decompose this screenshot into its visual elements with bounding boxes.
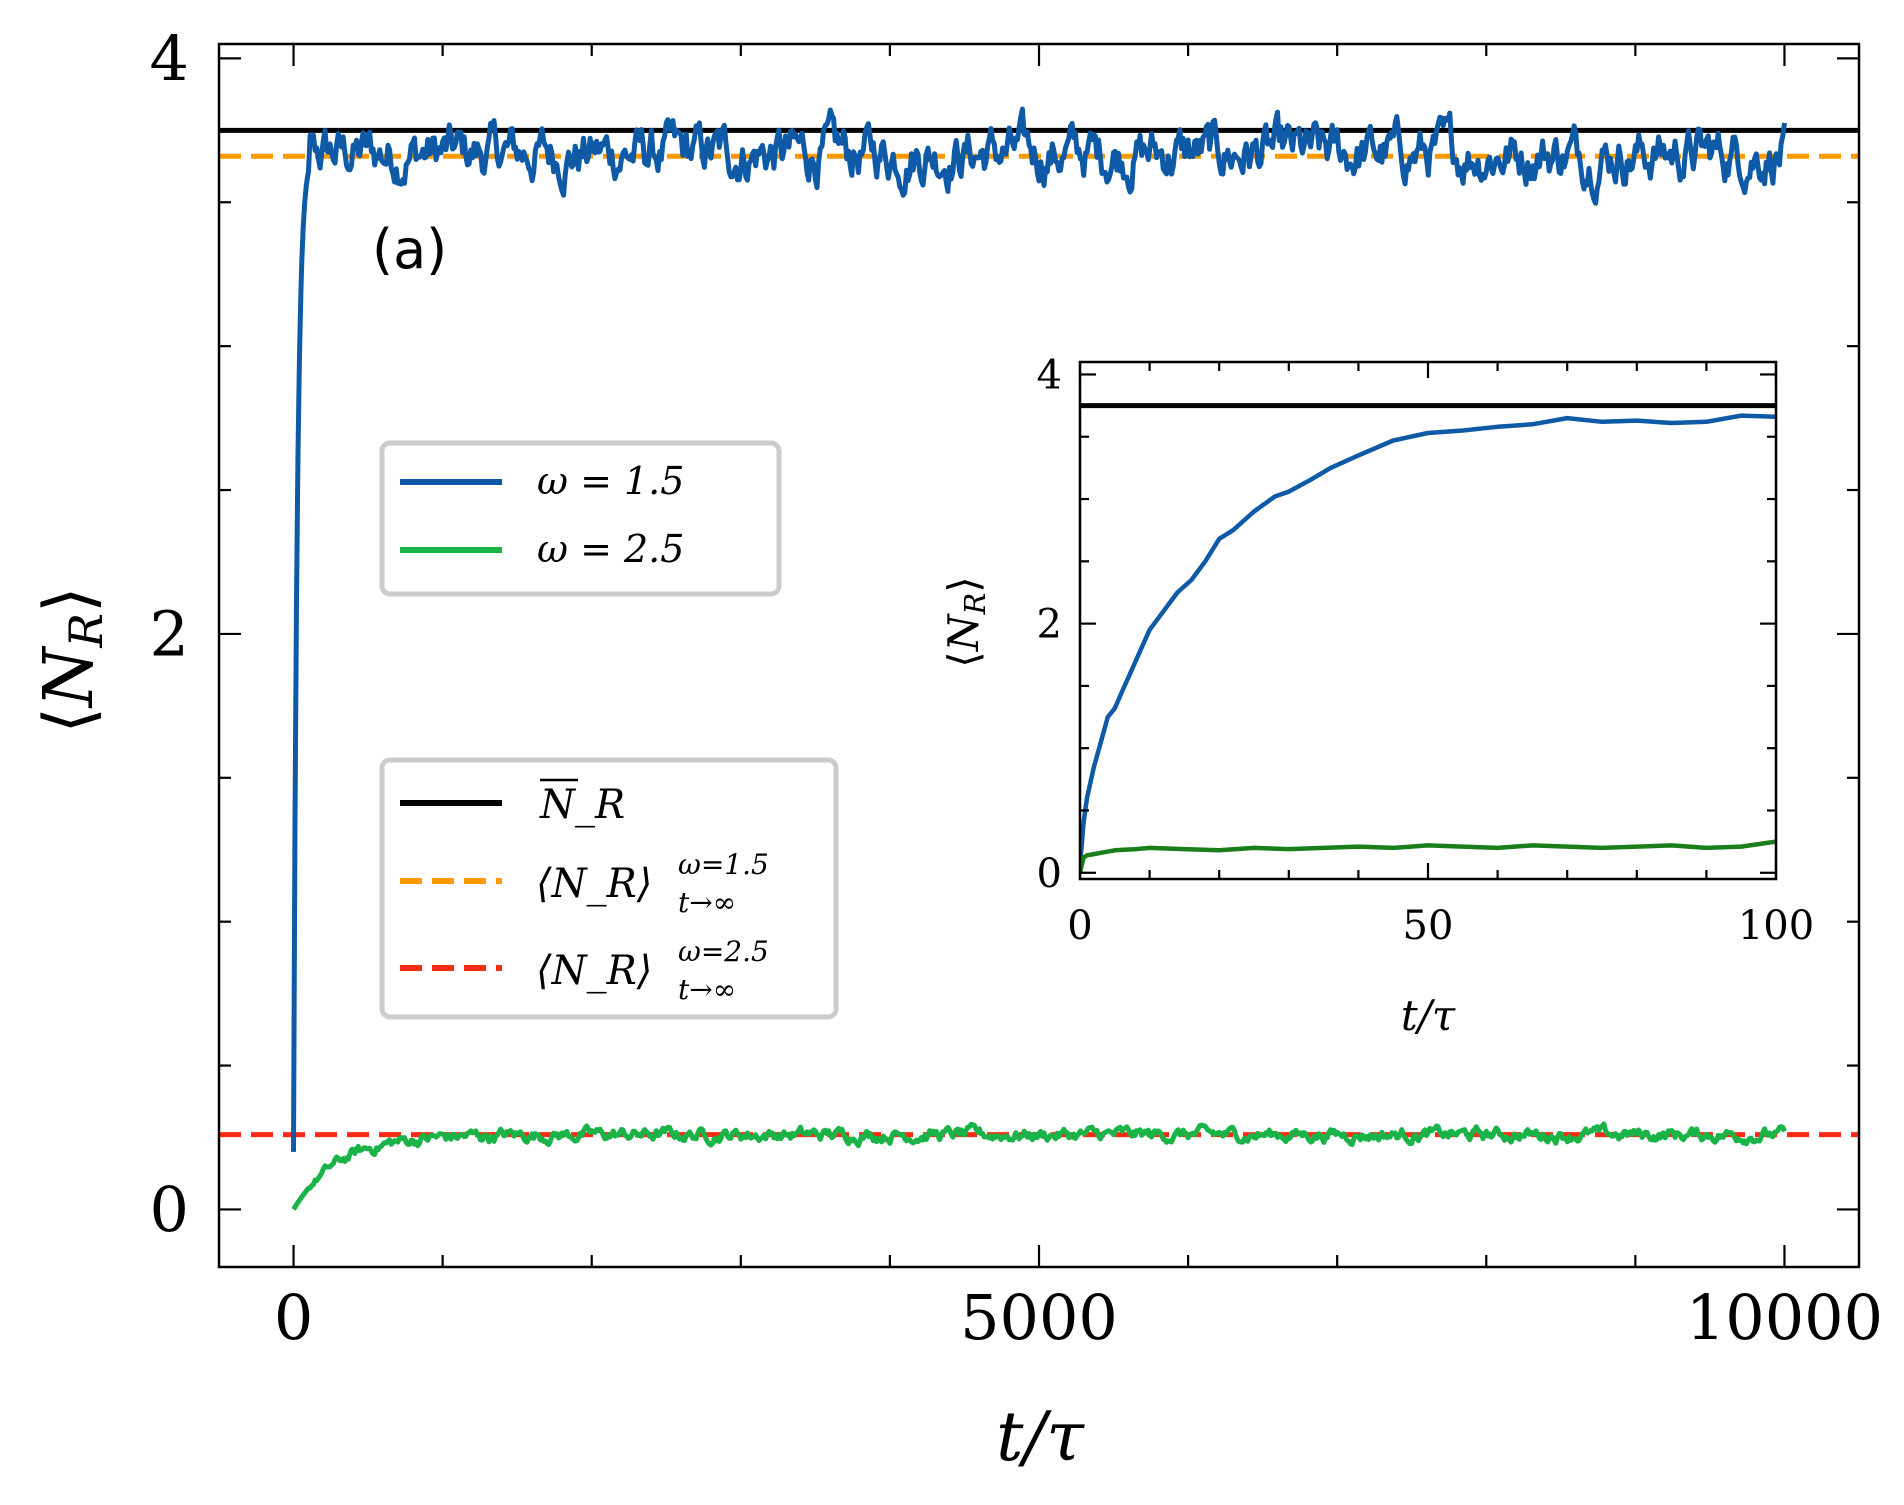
main-ytick-label: 4	[150, 22, 189, 95]
main-y-label-n: N	[30, 645, 109, 709]
legend-reference-box	[379, 757, 839, 1020]
legend-reference: N_R ⟨N_R⟩ ω=1.5 t→∞ ⟨N_R⟩ ω=2.5 t→∞	[379, 757, 839, 1020]
legend-omega: ω = 1.5 ω = 2.5	[379, 440, 782, 597]
main-xtick-label: 10000	[1686, 1281, 1883, 1354]
inset-y-label-sub: R	[958, 593, 992, 616]
inset-ytick-label: 2	[1037, 602, 1062, 648]
main-ytick-label: 2	[150, 598, 189, 671]
inset-y-label-close: ⟩	[939, 576, 988, 592]
main-y-label-close: ⟩	[30, 586, 109, 613]
legend-label-asym-1-5: ⟨N_R⟩	[536, 861, 652, 907]
inset-xtick-label: 100	[1738, 903, 1814, 949]
inset-y-axis-label: ⟨NR⟩	[939, 576, 992, 667]
inset-xtick-label: 0	[1067, 903, 1092, 949]
main-ytick-label: 0	[150, 1173, 189, 1246]
inset-series	[1080, 413, 1776, 874]
inset-ytick-label: 4	[1037, 352, 1062, 398]
main-series-1	[291, 1121, 1787, 1211]
inset-series-0	[1080, 413, 1776, 867]
legend-label-omega-1-5: ω = 1.5	[537, 459, 684, 503]
main-xtick-label: 5000	[960, 1281, 1118, 1354]
main-plot-frame	[217, 42, 1861, 1269]
main-series-0	[291, 106, 1787, 1152]
legend-sup-asym-2-5: ω=2.5	[678, 935, 769, 968]
inset-xtick-label: 50	[1403, 903, 1454, 949]
inset-y-label-open: ⟨	[939, 651, 988, 667]
legend-sub-asym-2-5: t→∞	[678, 973, 736, 1006]
legend-label-nbar: N_R	[539, 782, 625, 828]
inset-y-label-n: N	[939, 613, 988, 652]
legend-label-omega-2-5: ω = 2.5	[537, 527, 684, 571]
legend-nbar-main: N_R	[539, 782, 625, 828]
legend-label-asym-2-5: ⟨N_R⟩	[536, 948, 652, 994]
main-y-label-open: ⟨	[30, 707, 109, 734]
inset-series-1	[1080, 839, 1776, 874]
panel-label: (a)	[372, 218, 447, 281]
inset-ticks: 0 50 100 0 2 4	[1037, 352, 1815, 949]
inset-panel: 0 50 100 0 2 4 t/τ ⟨NR⟩	[939, 352, 1814, 1040]
main-y-axis-label: ⟨NR⟩	[30, 586, 113, 733]
main-xtick-label: 0	[274, 1281, 313, 1354]
legend-sup-asym-1-5: ω=1.5	[678, 848, 769, 881]
legend-sub-asym-1-5: t→∞	[678, 886, 736, 919]
inset-background	[1080, 362, 1776, 879]
inset-ytick-label: 0	[1037, 851, 1062, 897]
inset-x-axis-label: t/τ	[1401, 991, 1456, 1040]
main-series	[291, 106, 1787, 1211]
main-y-label-sub: R	[59, 613, 113, 649]
main-x-axis-label: t/τ	[996, 1398, 1085, 1477]
inset-plot-frame	[1078, 360, 1778, 881]
